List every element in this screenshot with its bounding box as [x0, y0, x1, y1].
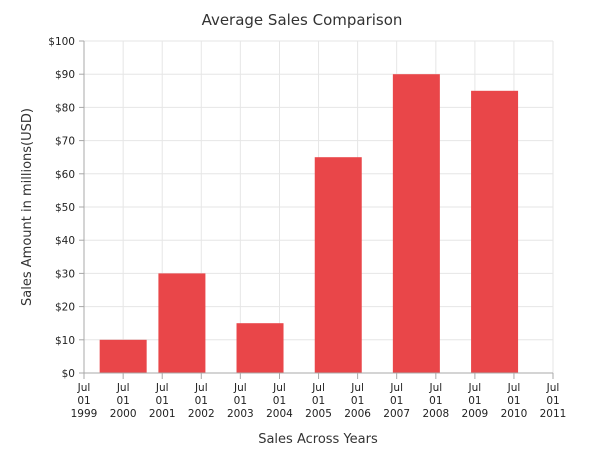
x-tick-label: Jul 01 2009: [462, 382, 489, 420]
x-tick-label: Jul 01 2005: [305, 382, 332, 420]
x-tick-label: Jul 01 2010: [501, 382, 528, 420]
x-tick-label-line: 01: [468, 395, 481, 407]
x-tick-label-line: 01: [312, 395, 325, 407]
x-tick-label-line: 2000: [110, 408, 137, 420]
bar[interactable]: [99, 339, 147, 373]
x-tick-label: Jul 01 2007: [383, 382, 410, 420]
x-tick-label-line: 01: [429, 395, 442, 407]
y-tick-label: $70: [55, 136, 75, 148]
x-tick-label-line: Jul: [468, 382, 482, 394]
x-tick-label-line: 2001: [149, 408, 176, 420]
x-tick-label: Jul 01 2003: [227, 382, 254, 420]
x-tick-label: Jul 01 2001: [149, 382, 176, 420]
x-tick-label-line: 2011: [540, 408, 567, 420]
y-tick-label: $0: [62, 368, 75, 380]
x-tick-label-line: 2010: [501, 408, 528, 420]
x-tick-label-line: 01: [273, 395, 286, 407]
x-tick-label-line: 2009: [462, 408, 489, 420]
x-axis-title: Sales Across Years: [258, 432, 378, 447]
x-tick-label-line: 01: [507, 395, 520, 407]
x-tick-label-line: Jul: [155, 382, 169, 394]
x-tick-label-line: 2004: [266, 408, 293, 420]
x-tick-label-line: Jul: [389, 382, 403, 394]
x-tick-label-line: 01: [234, 395, 247, 407]
y-tick-label: $90: [55, 69, 75, 81]
bar[interactable]: [158, 273, 206, 373]
chart-title: Average Sales Comparison: [202, 11, 403, 29]
x-tick-label: Jul 01 2011: [540, 382, 567, 420]
x-tick-label-line: 2008: [422, 408, 449, 420]
x-tick-label-line: 01: [351, 395, 364, 407]
x-tick-label-line: 01: [195, 395, 208, 407]
x-tick-label-line: 01: [546, 395, 559, 407]
y-tick-label: $80: [55, 102, 75, 114]
x-tick-label-line: 2005: [305, 408, 332, 420]
x-tick-label-line: 2006: [344, 408, 371, 420]
y-tick-label: $20: [55, 302, 75, 314]
x-tick-label-line: 2002: [188, 408, 215, 420]
bars-layer: [99, 74, 519, 374]
x-tick-label: Jul 01 2006: [344, 382, 371, 420]
x-tick-label-line: Jul: [77, 382, 91, 394]
x-tick-label-line: Jul: [233, 382, 247, 394]
y-tick-label: $10: [55, 335, 75, 347]
y-tick-label: $30: [55, 268, 75, 280]
x-tick-label: Jul 01 2008: [422, 382, 449, 420]
y-tick-label: $60: [55, 169, 75, 181]
x-tick-label-line: 01: [156, 395, 169, 407]
bar[interactable]: [236, 323, 284, 373]
x-tick-label: Jul 01 2000: [110, 382, 137, 420]
y-tick-label: $40: [55, 235, 75, 247]
x-tick-label-line: 01: [390, 395, 403, 407]
x-tick-label-line: Jul: [116, 382, 130, 394]
y-axis-title: Sales Amount in millions(USD): [20, 108, 35, 306]
x-tick-label: Jul 01 2004: [266, 382, 293, 420]
x-tick-label-line: 1999: [71, 408, 98, 420]
x-tick-label-line: Jul: [194, 382, 208, 394]
x-tick-label-line: Jul: [350, 382, 364, 394]
axes-layer: [79, 40, 554, 379]
x-tick-label-line: Jul: [546, 382, 560, 394]
x-tick-label: Jul 01 1999: [71, 382, 98, 420]
x-tick-label-line: Jul: [428, 382, 442, 394]
x-tick-label-line: Jul: [507, 382, 521, 394]
x-tick-label: Jul 01 2002: [188, 382, 215, 420]
x-tick-label-line: Jul: [272, 382, 286, 394]
x-tick-label-line: 01: [116, 395, 129, 407]
bar[interactable]: [392, 74, 440, 373]
x-tick-label-line: 2003: [227, 408, 254, 420]
y-tick-label: $50: [55, 202, 75, 214]
bar[interactable]: [471, 90, 519, 374]
x-tick-label-line: 2007: [383, 408, 410, 420]
x-tick-label-line: 01: [77, 395, 90, 407]
x-tick-label-line: Jul: [311, 382, 325, 394]
bar[interactable]: [314, 157, 362, 373]
y-tick-label: $100: [48, 36, 75, 48]
